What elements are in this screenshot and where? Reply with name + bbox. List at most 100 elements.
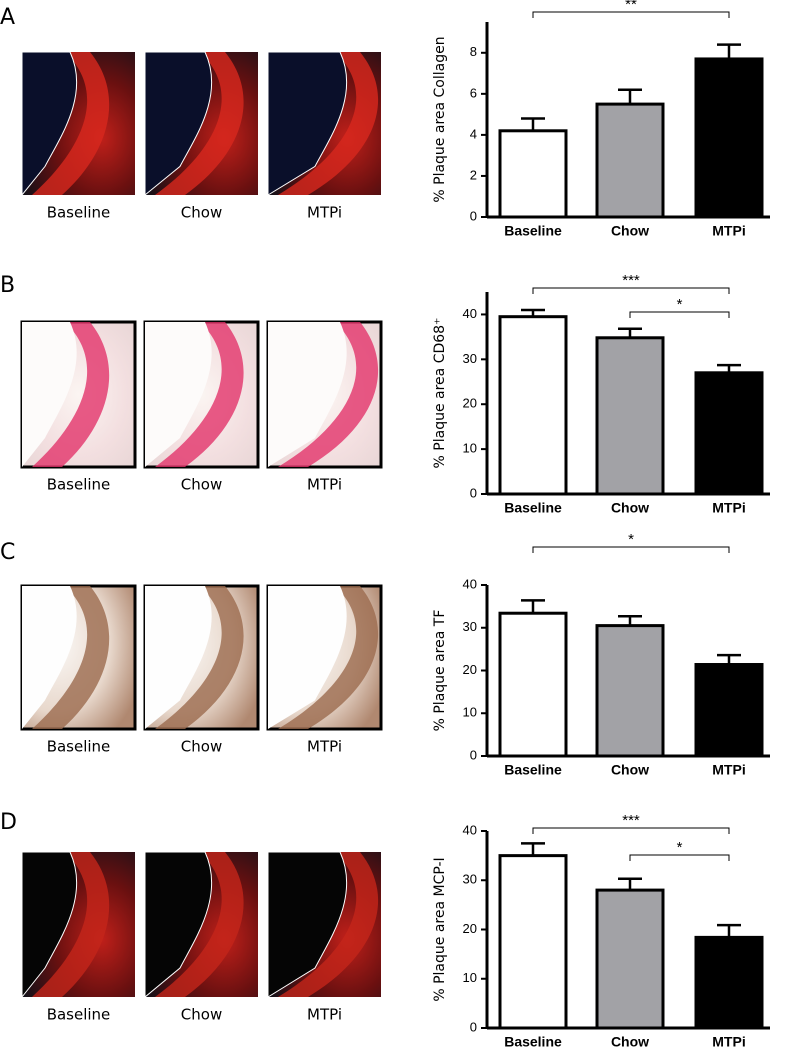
- y-tick-label: 0: [470, 208, 477, 223]
- bar: [694, 371, 764, 496]
- y-tick-label: 8: [470, 44, 477, 59]
- y-tick-label: 20: [463, 921, 477, 936]
- lumen: [21, 51, 78, 197]
- tissue-band: [278, 322, 379, 467]
- image-caption: Chow: [181, 204, 222, 222]
- tissue-band: [32, 52, 110, 195]
- x-tick-label: Baseline: [504, 500, 562, 516]
- lumen: [144, 851, 213, 999]
- lumen: [144, 51, 213, 197]
- x-tick-label: Baseline: [504, 1034, 562, 1050]
- micrograph: [267, 851, 381, 998]
- y-axis-label: % Plaque area TF: [432, 610, 448, 732]
- micrograph: [21, 851, 135, 999]
- micrograph: [143, 320, 260, 469]
- y-axis-label: % Plaque area MCP-I: [432, 857, 448, 1001]
- tissue-band: [278, 586, 379, 729]
- micrograph: [266, 320, 383, 469]
- tissue-band: [278, 852, 379, 997]
- y-tick-label: 30: [463, 619, 477, 634]
- image-caption: MTPi: [307, 1006, 342, 1024]
- y-tick-label: 40: [463, 822, 477, 837]
- lumen: [267, 51, 348, 196]
- x-tick-label: MTPi: [712, 762, 745, 778]
- image-caption: MTPi: [307, 476, 342, 494]
- image-caption: Baseline: [47, 1006, 111, 1024]
- y-tick-label: 20: [463, 662, 477, 677]
- image-caption: Baseline: [47, 476, 111, 494]
- tissue-band: [155, 322, 244, 467]
- bar: [595, 624, 665, 758]
- y-tick-label: 20: [463, 396, 477, 411]
- tissue-band: [32, 852, 110, 997]
- y-tick-label: 40: [463, 576, 477, 591]
- significance-label: ***: [622, 812, 640, 829]
- x-tick-label: Baseline: [504, 762, 562, 778]
- tissue-band: [155, 852, 244, 997]
- image-caption: Baseline: [47, 738, 111, 756]
- image-caption: Chow: [181, 1006, 222, 1024]
- micrograph: [144, 51, 258, 197]
- significance-bracket: [629, 311, 730, 318]
- bar: [498, 611, 568, 758]
- x-tick-label: MTPi: [712, 1034, 745, 1050]
- x-tick-label: MTPi: [712, 500, 745, 516]
- significance-label: *: [677, 296, 683, 313]
- x-tick-label: Chow: [611, 223, 649, 239]
- tissue-band: [155, 52, 244, 195]
- y-tick-label: 6: [470, 85, 477, 100]
- image-caption: MTPi: [307, 738, 342, 756]
- micrograph: [267, 51, 381, 196]
- micrograph: [20, 320, 137, 469]
- y-tick-label: 10: [463, 441, 477, 456]
- significance-bracket: [532, 546, 730, 553]
- significance-bracket: [629, 854, 730, 861]
- significance-bracket: [532, 11, 730, 18]
- x-tick-label: Chow: [611, 762, 649, 778]
- significance-label: *: [677, 839, 683, 856]
- y-tick-label: 4: [470, 126, 477, 141]
- significance-label: ***: [622, 272, 640, 289]
- lumen: [22, 586, 77, 729]
- micrograph: [144, 851, 258, 999]
- lumen: [145, 322, 212, 467]
- y-tick-label: 10: [463, 970, 477, 985]
- y-tick-label: 30: [463, 351, 477, 366]
- y-tick-label: 0: [470, 485, 477, 500]
- bar: [595, 102, 665, 219]
- bar: [595, 888, 665, 1030]
- panel-letter: D: [0, 810, 17, 835]
- y-axis-label: % Plaque area Collagen: [432, 36, 448, 202]
- y-tick-label: 30: [463, 872, 477, 887]
- image-caption: MTPi: [307, 204, 342, 222]
- bar: [498, 854, 568, 1030]
- tissue-band: [32, 586, 110, 729]
- x-tick-label: Chow: [611, 1034, 649, 1050]
- y-tick-label: 10: [463, 705, 477, 720]
- tissue-band: [155, 586, 244, 729]
- lumen: [268, 322, 347, 467]
- significance-bracket: [532, 287, 730, 294]
- y-tick-label: 2: [470, 167, 477, 182]
- y-tick-label: 0: [470, 1019, 477, 1034]
- lumen: [267, 851, 348, 998]
- bar: [694, 663, 764, 758]
- micrograph: [266, 584, 383, 731]
- micrograph: [20, 584, 137, 731]
- significance-label: *: [628, 531, 634, 548]
- y-tick-label: 0: [470, 747, 477, 762]
- lumen: [268, 586, 347, 729]
- x-tick-label: MTPi: [712, 223, 745, 239]
- y-tick-label: 40: [463, 306, 477, 321]
- bar: [595, 336, 665, 496]
- lumen: [145, 586, 212, 729]
- bar: [694, 57, 764, 219]
- image-caption: Chow: [181, 476, 222, 494]
- lumen: [21, 851, 78, 999]
- bar: [694, 935, 764, 1030]
- tissue-band: [278, 52, 379, 195]
- bar: [498, 129, 568, 219]
- panel-letter: B: [0, 273, 15, 298]
- significance-bracket: [532, 827, 730, 834]
